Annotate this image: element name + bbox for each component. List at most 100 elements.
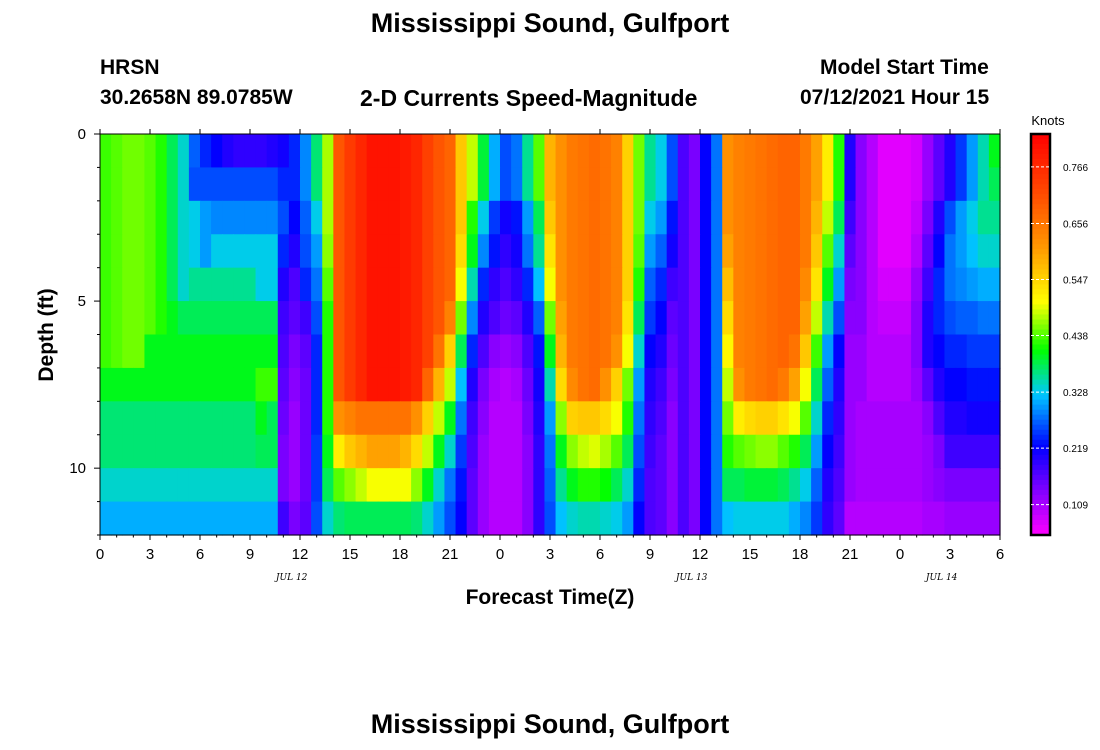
heatmap-cell bbox=[577, 434, 590, 469]
heatmap-cell bbox=[177, 334, 190, 369]
heatmap-cell bbox=[500, 468, 512, 503]
heatmap-cell bbox=[488, 134, 501, 169]
heatmap-cell bbox=[477, 167, 490, 202]
heatmap-cell bbox=[944, 200, 957, 235]
heatmap-cell bbox=[844, 200, 857, 235]
heatmap-cell bbox=[466, 301, 479, 336]
heatmap-cell bbox=[588, 301, 601, 336]
heatmap-cell bbox=[755, 301, 768, 336]
heatmap-cell bbox=[811, 301, 823, 336]
heatmap-cell bbox=[888, 401, 901, 436]
heatmap-cell bbox=[366, 468, 379, 503]
heatmap-cell bbox=[444, 234, 457, 269]
heatmap-cell bbox=[855, 167, 868, 202]
heatmap-cell bbox=[877, 234, 890, 269]
x-tick-label: 21 bbox=[442, 546, 459, 563]
heatmap-cell bbox=[833, 200, 846, 235]
heatmap-cell bbox=[144, 200, 157, 235]
heatmap-cell bbox=[366, 501, 379, 536]
heatmap-cell bbox=[300, 401, 312, 436]
heatmap-cell bbox=[177, 367, 190, 402]
date-label: JUL 13 bbox=[674, 573, 708, 583]
heatmap-cell bbox=[444, 367, 457, 402]
colorbar-units: Knots bbox=[1031, 113, 1065, 128]
heatmap-cell bbox=[811, 501, 823, 536]
heatmap-cell bbox=[233, 468, 246, 503]
heatmap-cell bbox=[777, 401, 790, 436]
heatmap-cell bbox=[233, 200, 246, 235]
heatmap-cell bbox=[966, 334, 979, 369]
heatmap-cell bbox=[933, 167, 946, 202]
heatmap-cell bbox=[322, 134, 334, 169]
heatmap-cell bbox=[877, 401, 890, 436]
heatmap-cell bbox=[333, 401, 346, 436]
heatmap-cell bbox=[677, 167, 690, 202]
heatmap-cell bbox=[777, 468, 790, 503]
heatmap-cell bbox=[355, 301, 368, 336]
heatmap-cell bbox=[544, 167, 557, 202]
heatmap-cell bbox=[377, 367, 390, 402]
colorbar-segment bbox=[1031, 404, 1050, 411]
colorbar-segment bbox=[1031, 454, 1050, 461]
heatmap-cell bbox=[122, 334, 134, 369]
heatmap-cell bbox=[211, 301, 223, 336]
heatmap-cell bbox=[300, 501, 312, 536]
heatmap-cell bbox=[288, 334, 301, 369]
heatmap-cell bbox=[300, 234, 312, 269]
heatmap-cell bbox=[544, 367, 557, 402]
heatmap-cell bbox=[555, 367, 568, 402]
heatmap-cell bbox=[522, 134, 534, 169]
colorbar-segment bbox=[1031, 469, 1050, 476]
heatmap-cell bbox=[633, 401, 646, 436]
colorbar-tick-label: 0.328 bbox=[1063, 388, 1088, 399]
heatmap-cell bbox=[911, 334, 923, 369]
heatmap-cell bbox=[700, 267, 712, 302]
heatmap-cell bbox=[666, 501, 679, 536]
heatmap-cell bbox=[888, 167, 901, 202]
heatmap-cell bbox=[911, 267, 923, 302]
colorbar-segment bbox=[1031, 489, 1050, 496]
heatmap-cell bbox=[477, 334, 490, 369]
heatmap-cell bbox=[844, 501, 857, 536]
heatmap-cell bbox=[155, 234, 168, 269]
heatmap-cell bbox=[366, 234, 379, 269]
heatmap-cell bbox=[488, 234, 501, 269]
heatmap-cell bbox=[944, 334, 957, 369]
heatmap-cell bbox=[833, 401, 846, 436]
heatmap-cell bbox=[744, 267, 757, 302]
heatmap-cell bbox=[822, 468, 834, 503]
heatmap-cell bbox=[155, 167, 168, 202]
heatmap-cell bbox=[677, 134, 690, 169]
heatmap-cell bbox=[922, 134, 934, 169]
heatmap-cell bbox=[900, 267, 912, 302]
heatmap-cell bbox=[577, 334, 590, 369]
heatmap-cell bbox=[422, 167, 434, 202]
heatmap-cell bbox=[200, 301, 212, 336]
heatmap-cell bbox=[400, 134, 412, 169]
heatmap-cell bbox=[711, 200, 723, 235]
heatmap-cell bbox=[522, 167, 534, 202]
heatmap-cell bbox=[855, 468, 868, 503]
heatmap-cell bbox=[777, 167, 790, 202]
heatmap-cell bbox=[100, 234, 112, 269]
heatmap-cell bbox=[933, 200, 946, 235]
colorbar-segment bbox=[1031, 444, 1050, 451]
heatmap-cell bbox=[144, 434, 157, 469]
heatmap-cell bbox=[222, 267, 234, 302]
colorbar-segment bbox=[1031, 214, 1050, 220]
heatmap-cell bbox=[922, 167, 934, 202]
heatmap-cell bbox=[888, 267, 901, 302]
heatmap-cell bbox=[977, 234, 990, 269]
heatmap-cell bbox=[466, 134, 479, 169]
heatmap-cell bbox=[933, 267, 946, 302]
heatmap-cell bbox=[833, 367, 846, 402]
heatmap-cell bbox=[322, 367, 334, 402]
heatmap-cell bbox=[733, 434, 746, 469]
heatmap-cell bbox=[422, 401, 434, 436]
heatmap-cell bbox=[111, 134, 123, 169]
heatmap-cell bbox=[111, 234, 123, 269]
heatmap-cell bbox=[744, 167, 757, 202]
heatmap-cell bbox=[900, 468, 912, 503]
colorbar-segment bbox=[1031, 339, 1050, 346]
heatmap-cell bbox=[388, 501, 401, 536]
